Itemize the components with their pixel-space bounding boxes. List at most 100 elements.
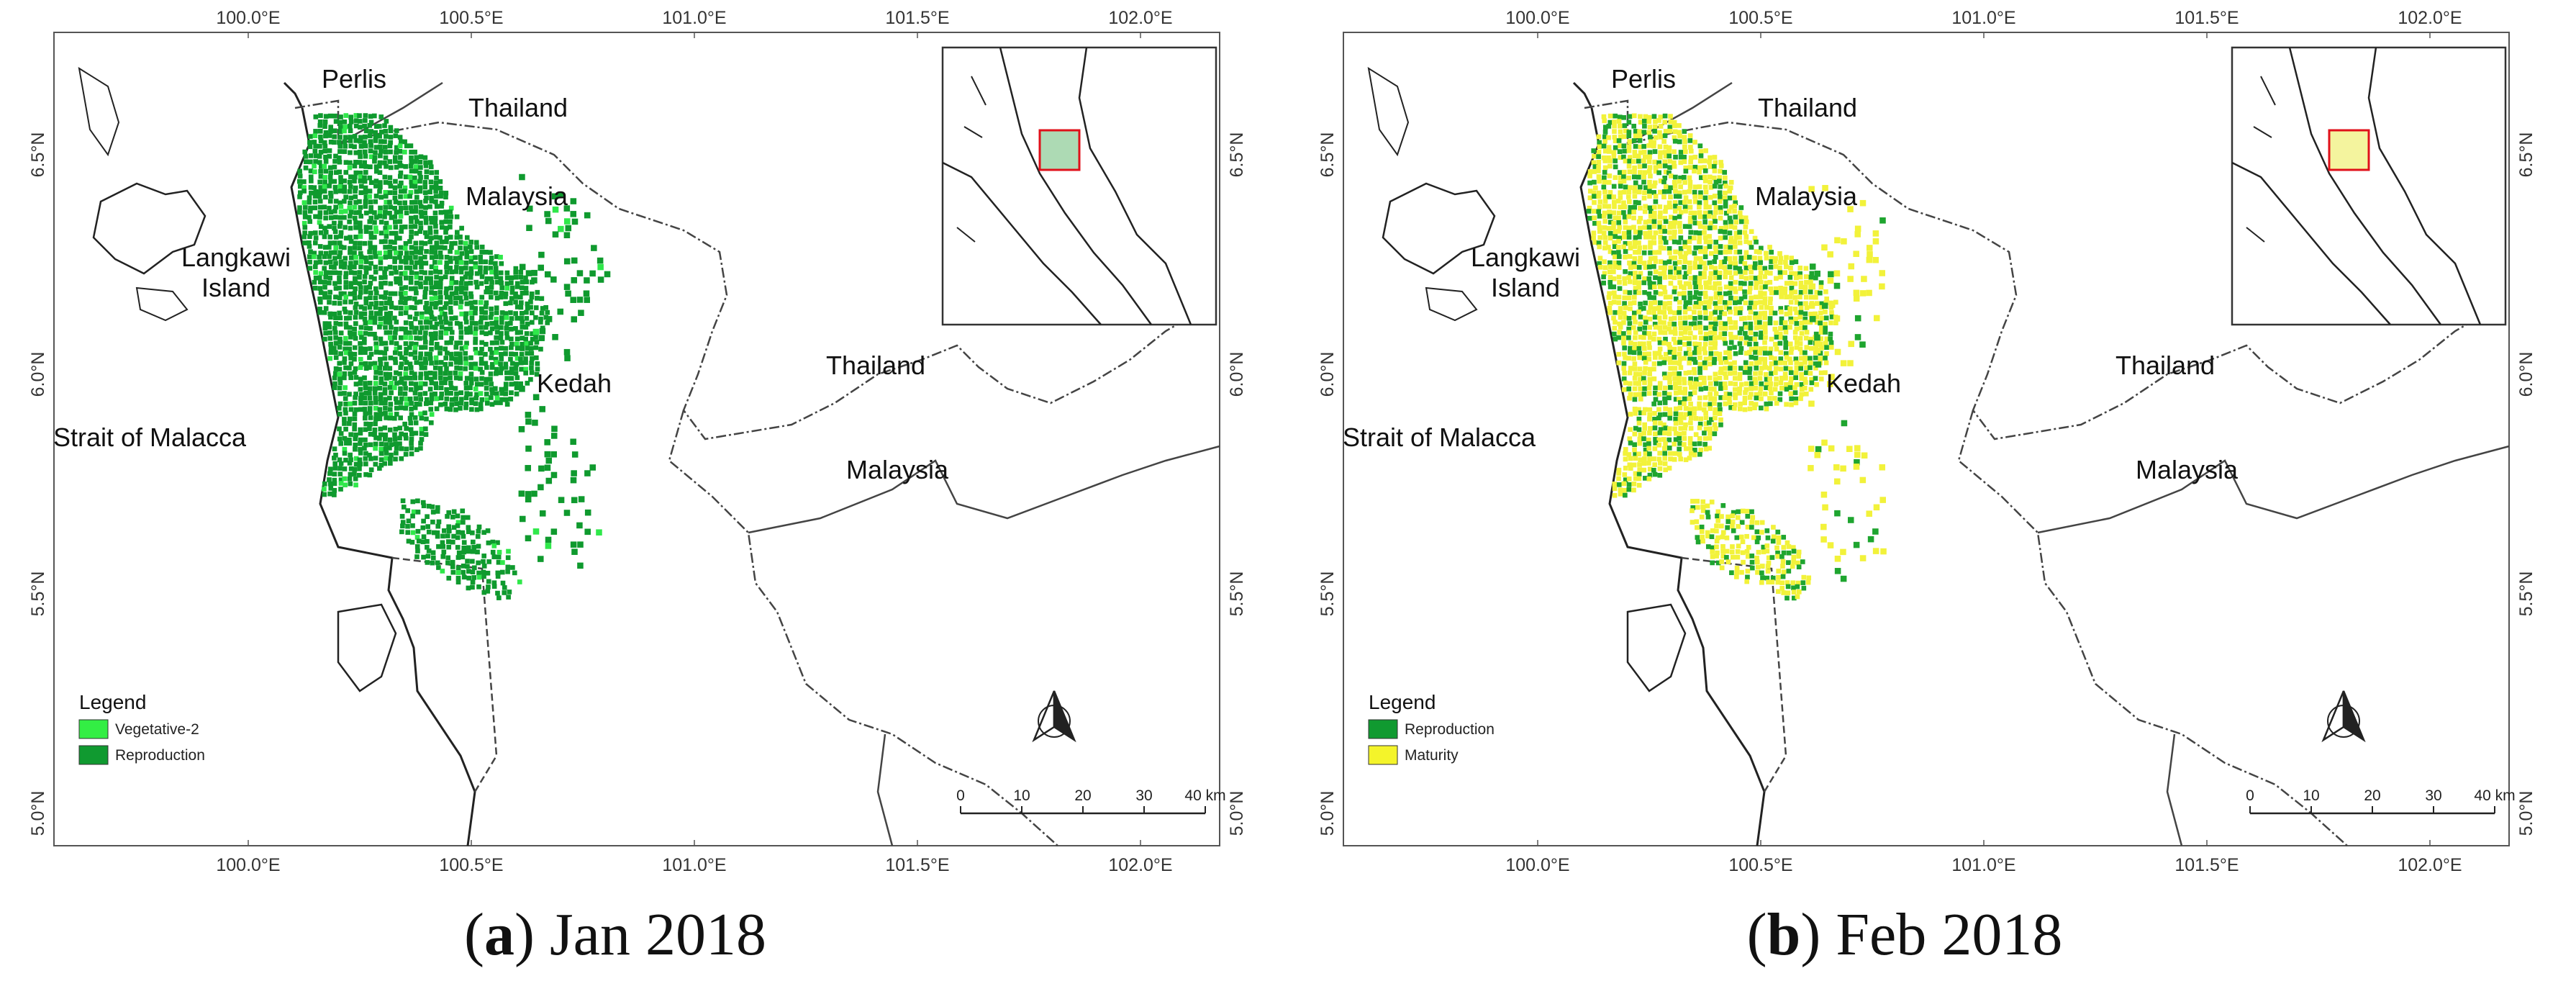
paddy-pixel (363, 330, 368, 336)
paddy-pixel (312, 185, 317, 191)
paddy-pixel (1622, 345, 1628, 351)
paddy-pixel (1778, 326, 1783, 331)
paddy-pixel (461, 540, 467, 545)
paddy-pixel (1647, 194, 1652, 199)
paddy-pixel (1802, 284, 1808, 290)
paddy-pixel (1616, 260, 1622, 266)
paddy-pixel (403, 296, 409, 302)
paddy-pixel (463, 281, 469, 286)
paddy-pixel (337, 457, 343, 463)
paddy-pixel (1666, 170, 1672, 176)
paddy-pixel (1666, 466, 1672, 471)
paddy-pixel (398, 209, 404, 215)
paddy-pixel (397, 219, 403, 225)
paddy-pixel (1667, 321, 1672, 327)
paddy-pixel (1737, 210, 1743, 216)
paddy-pixel (1828, 340, 1834, 345)
paddy-pixel (484, 376, 489, 382)
paddy-pixel (1713, 266, 1718, 271)
paddy-pixel (353, 436, 358, 441)
paddy-pixel (1808, 302, 1815, 309)
paddy-pixel (328, 270, 333, 276)
paddy-pixel (388, 239, 394, 245)
paddy-pixel (1673, 430, 1679, 436)
paddy-pixel (1667, 411, 1673, 417)
paddy-pixel (387, 210, 392, 216)
paddy-pixel (1677, 371, 1682, 376)
paddy-pixel (1777, 340, 1783, 346)
paddy-pixel (394, 381, 399, 386)
paddy-pixel (353, 321, 358, 326)
paddy-pixel (1632, 431, 1638, 437)
paddy-pixel (464, 301, 470, 307)
paddy-pixel (459, 225, 464, 231)
paddy-pixel (378, 451, 384, 456)
paddy-pixel (1628, 427, 1633, 433)
paddy-pixel (368, 209, 373, 214)
paddy-pixel (1627, 209, 1633, 215)
paddy-pixel (367, 266, 372, 271)
paddy-pixel (1703, 204, 1709, 210)
paddy-pixel (398, 170, 404, 176)
paddy-pixel (1672, 255, 1678, 261)
paddy-pixel (1748, 325, 1754, 330)
paddy-pixel (318, 271, 324, 276)
paddy-pixel (1672, 451, 1678, 456)
paddy-pixel (437, 280, 443, 286)
paddy-pixel (1641, 341, 1646, 347)
paddy-pixel (1633, 330, 1638, 335)
paddy-pixel (407, 265, 413, 271)
paddy-pixel (504, 376, 510, 381)
paddy-pixel (571, 257, 578, 264)
paddy-pixel (422, 365, 427, 371)
paddy-pixel (1626, 387, 1632, 392)
paddy-pixel (478, 255, 483, 260)
paddy-pixel (1752, 315, 1758, 320)
paddy-pixel (389, 325, 394, 330)
paddy-pixel (1662, 400, 1668, 405)
lat-label-left: 5.0°N (1318, 791, 1338, 836)
paddy-pixel (383, 255, 389, 260)
paddy-pixel (363, 270, 369, 275)
paddy-pixel (337, 159, 343, 165)
paddy-pixel (1658, 235, 1663, 240)
paddy-pixel (1652, 159, 1657, 165)
paddy-pixel (394, 305, 399, 311)
paddy-pixel (1636, 189, 1642, 195)
paddy-pixel (342, 446, 348, 452)
paddy-pixel (1749, 520, 1755, 525)
paddy-pixel (312, 163, 317, 168)
paddy-pixel (1638, 301, 1643, 307)
paddy-pixel (1692, 390, 1697, 395)
paddy-pixel (303, 165, 309, 171)
paddy-pixel (1778, 260, 1783, 266)
paddy-pixel (1618, 143, 1623, 148)
paddy-pixel (1779, 376, 1784, 381)
paddy-pixel (337, 295, 343, 301)
paddy-pixel (372, 390, 378, 396)
paddy-pixel (332, 381, 337, 387)
paddy-pixel (1663, 144, 1669, 150)
paddy-pixel (1733, 200, 1738, 206)
paddy-pixel (1723, 204, 1728, 209)
paddy-pixel (1777, 331, 1783, 337)
paddy-pixel (1729, 570, 1734, 576)
paddy-pixel (363, 421, 368, 427)
paddy-pixel (1743, 351, 1749, 356)
paddy-pixel (1697, 256, 1703, 261)
paddy-pixel (1673, 420, 1679, 426)
paddy-pixel (352, 250, 357, 256)
paddy-pixel (353, 315, 358, 320)
paddy-pixel (1662, 260, 1668, 266)
paddy-pixel (577, 562, 584, 569)
paddy-pixel (1672, 275, 1677, 281)
paddy-pixel (1713, 371, 1718, 377)
paddy-pixel (429, 346, 434, 352)
paddy-pixel (1819, 325, 1824, 330)
paddy-pixel (422, 391, 428, 396)
paddy-pixel (367, 365, 372, 370)
paddy-pixel (1753, 345, 1759, 351)
paddy-pixel (1596, 159, 1602, 165)
paddy-pixel (423, 220, 429, 225)
paddy-pixel (1820, 491, 1828, 498)
